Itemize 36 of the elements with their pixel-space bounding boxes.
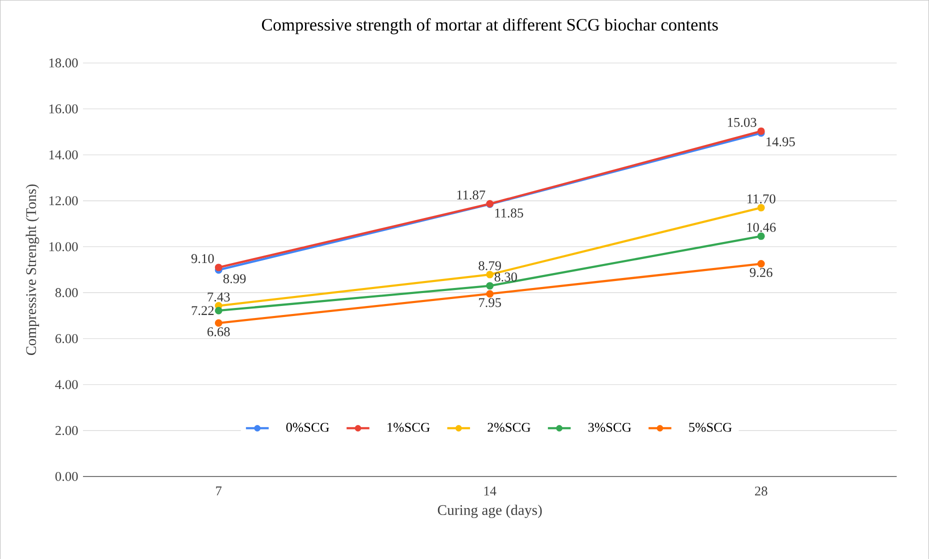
data-label: 7.43 [208,292,230,302]
data-label: 9.26 [750,268,772,277]
data-label: 15.03 [728,118,756,127]
data-label: 14.95 [766,137,795,146]
legend-label: 3%SCG [588,422,632,432]
data-label: 8.99 [223,274,246,284]
legend-label: 5%SCG [689,422,732,432]
legend-label: 2%SCG [488,422,530,432]
x-tick-label: 14 [484,486,496,496]
x-tick-label: 7 [216,486,222,496]
y-tick-label: 16.00 [49,104,78,114]
data-label: 10.46 [747,222,776,232]
data-label: 11.87 [457,190,486,200]
data-label: 6.68 [207,327,230,336]
x-tick-label: 28 [755,486,768,496]
y-tick-label: 14.00 [49,150,78,160]
y-tick-label: 10.00 [49,242,78,252]
y-tick-label: 4.00 [55,380,78,389]
data-label: 7.22 [192,306,214,315]
y-tick-label: 8.00 [55,288,78,297]
data-label: 11.70 [748,194,776,204]
y-tick-label: 12.00 [49,196,78,206]
y-tick-label: 2.00 [56,426,78,435]
y-axis-title: Compressive Strenght (Tons) [26,184,40,355]
data-label: 7.95 [479,298,501,307]
data-label: 8.79 [478,260,501,270]
x-axis-title: Curing age (days) [438,504,542,518]
y-tick-label: 0.00 [55,472,78,481]
chart-title: Compressive strength of mortar at different SCG biochar contents [262,18,718,34]
data-label: 8.30 [494,272,517,282]
y-tick-label: 6.00 [55,334,78,343]
legend-label: 0%SCG [286,422,330,432]
y-tick-label: 18.00 [49,58,78,68]
data-label: 9.10 [191,254,214,263]
legend-label: 1%SCG [388,422,430,432]
data-label: 11.85 [495,208,524,218]
